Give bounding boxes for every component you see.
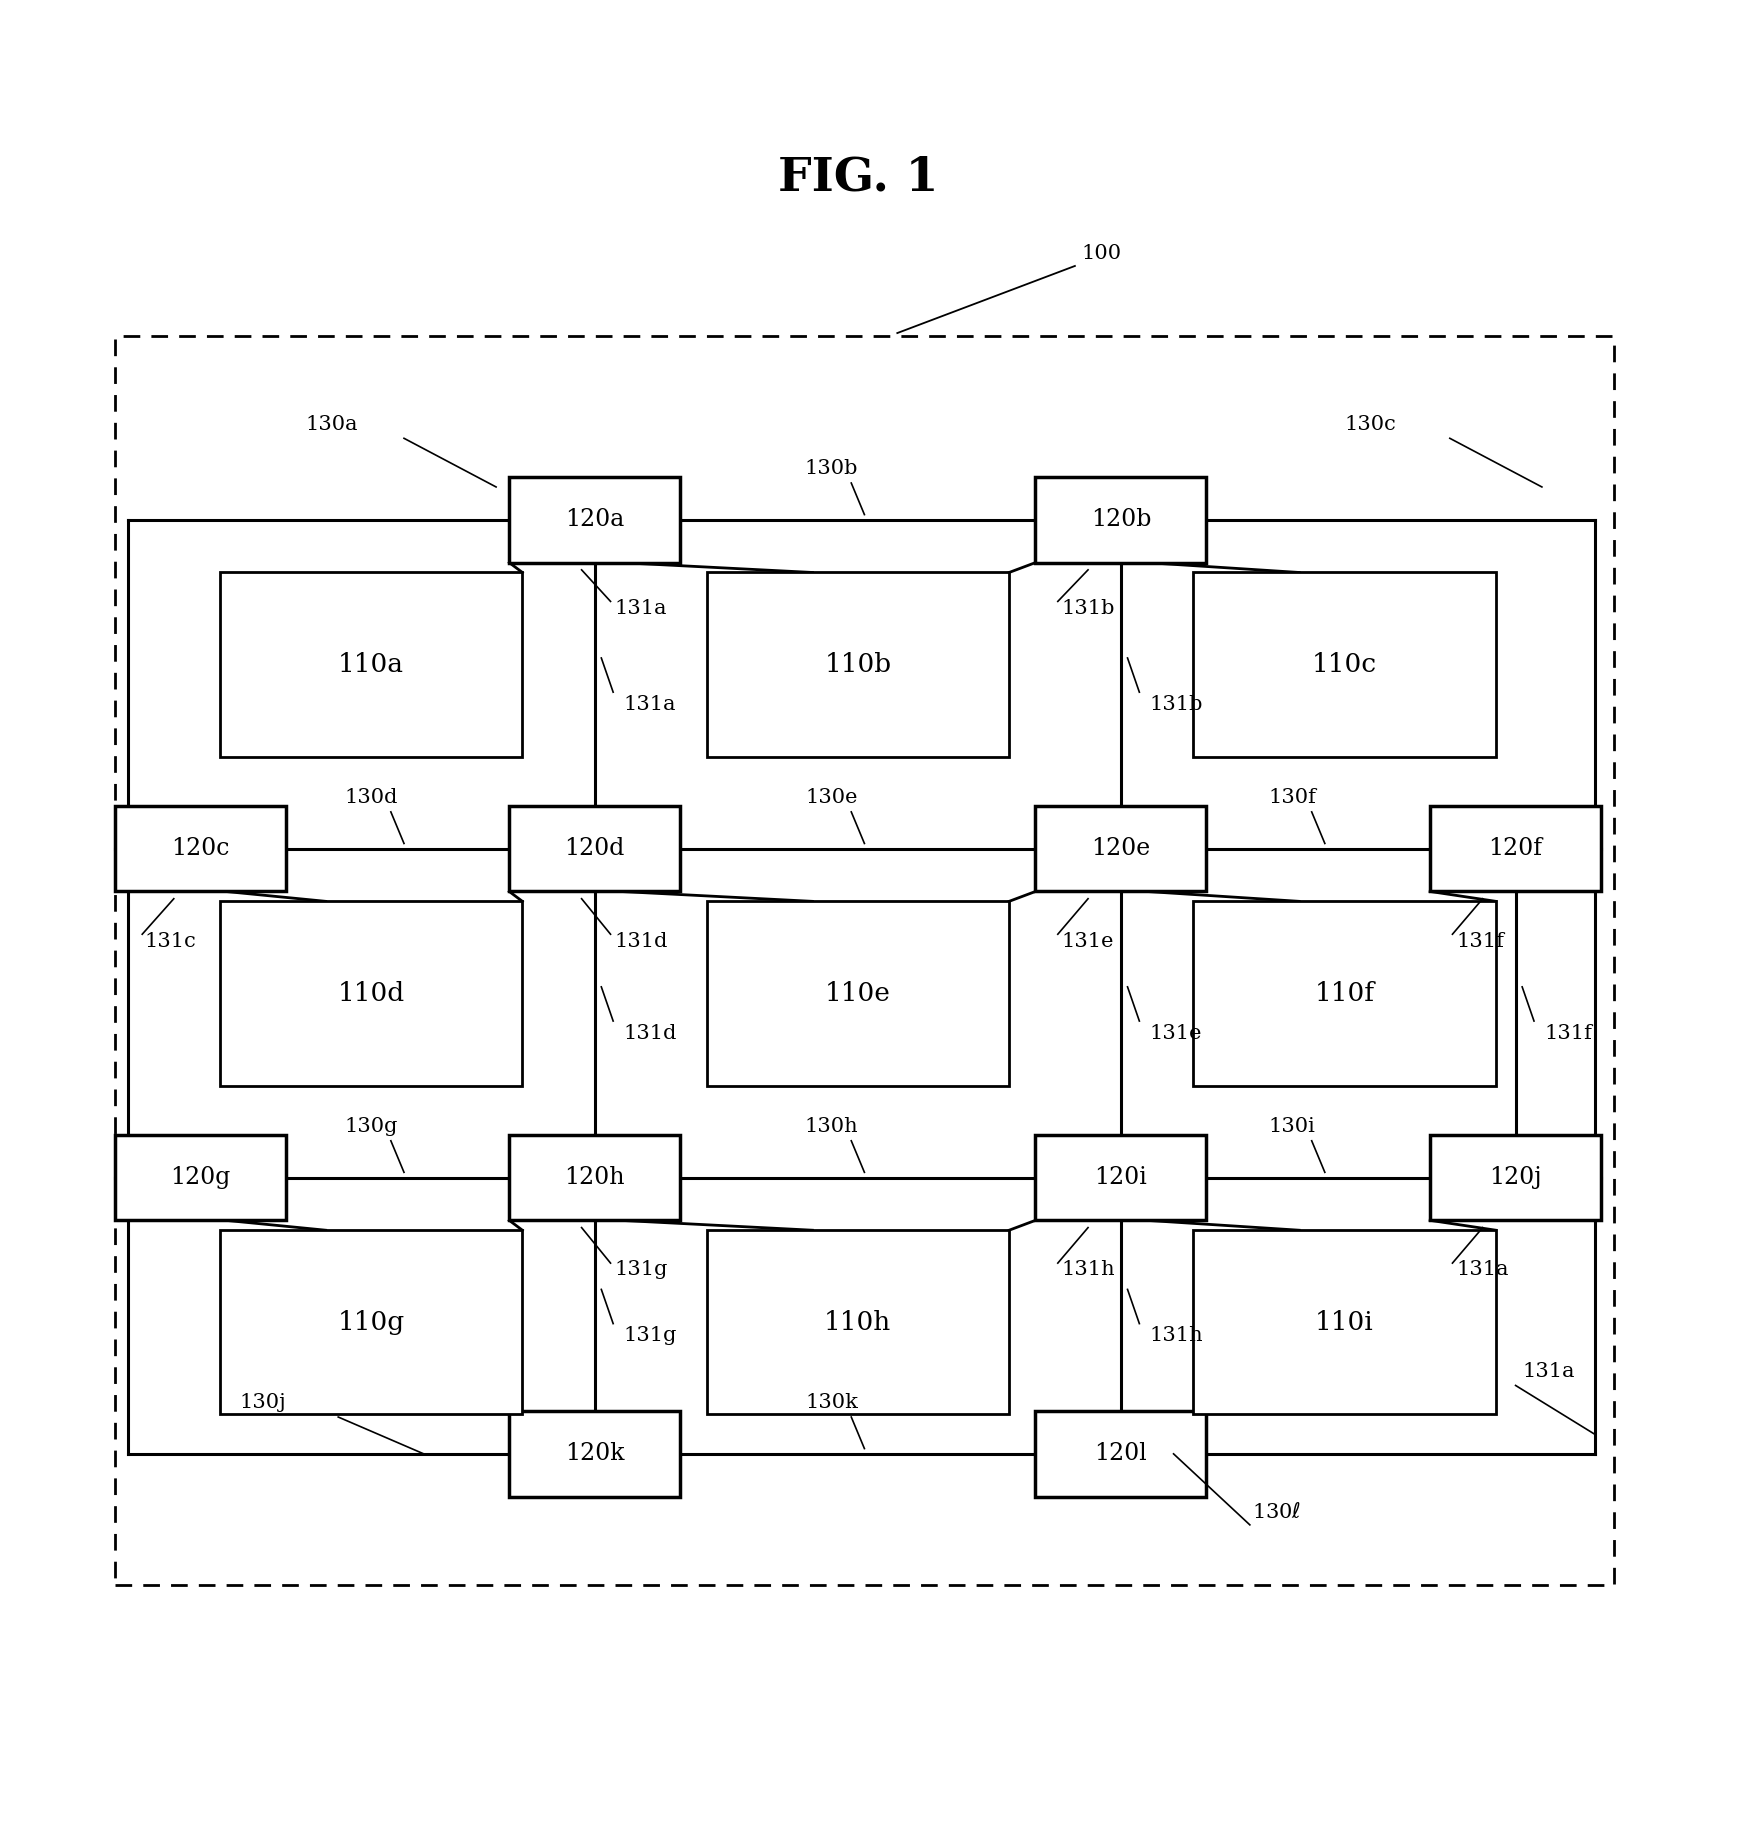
Bar xyxy=(115,337,1615,1586)
Text: 131g: 131g xyxy=(624,1326,678,1346)
Text: 131a: 131a xyxy=(1523,1363,1575,1381)
Text: 131f: 131f xyxy=(1456,931,1505,951)
Text: 131g: 131g xyxy=(615,1260,667,1280)
Text: 110h: 110h xyxy=(824,1310,892,1335)
Text: 120b: 120b xyxy=(1090,508,1151,532)
Bar xyxy=(1193,902,1496,1086)
Bar xyxy=(1035,477,1207,563)
Text: 131a: 131a xyxy=(1456,1260,1509,1280)
Text: FIG. 1: FIG. 1 xyxy=(777,155,939,201)
Bar xyxy=(219,902,523,1086)
Text: 120a: 120a xyxy=(564,508,624,532)
Text: 131e: 131e xyxy=(1061,931,1115,951)
Text: 131f: 131f xyxy=(1545,1024,1592,1043)
Text: 120l: 120l xyxy=(1094,1443,1148,1465)
Text: 110g: 110g xyxy=(338,1310,404,1335)
Text: 131b: 131b xyxy=(1061,598,1115,618)
Text: 120d: 120d xyxy=(564,838,625,860)
Text: 120i: 120i xyxy=(1094,1167,1148,1189)
Text: 131a: 131a xyxy=(615,598,667,618)
Bar xyxy=(707,1231,1009,1414)
Text: 110d: 110d xyxy=(338,980,404,1006)
Bar xyxy=(115,807,286,891)
Text: 120g: 120g xyxy=(171,1167,230,1189)
Text: 110i: 110i xyxy=(1315,1310,1374,1335)
Text: 120h: 120h xyxy=(564,1167,625,1189)
Bar xyxy=(1430,1134,1601,1220)
Bar xyxy=(509,1412,681,1496)
Bar xyxy=(509,807,681,891)
Text: 131a: 131a xyxy=(624,695,676,713)
Text: 130a: 130a xyxy=(305,415,357,433)
Text: 110f: 110f xyxy=(1315,980,1374,1006)
Bar xyxy=(1035,1134,1207,1220)
Text: 130f: 130f xyxy=(1268,788,1315,807)
Bar xyxy=(1035,1412,1207,1496)
Text: 130d: 130d xyxy=(345,788,397,807)
Text: 130h: 130h xyxy=(805,1116,859,1136)
Text: 130e: 130e xyxy=(805,788,857,807)
Bar xyxy=(1193,572,1496,757)
Text: 120f: 120f xyxy=(1489,838,1543,860)
Text: 131d: 131d xyxy=(615,931,667,951)
Text: 131b: 131b xyxy=(1150,695,1204,713)
Text: 120e: 120e xyxy=(1090,838,1150,860)
Text: 110b: 110b xyxy=(824,653,892,677)
Bar xyxy=(1193,1231,1496,1414)
Text: 120k: 120k xyxy=(564,1443,624,1465)
Text: 131h: 131h xyxy=(1061,1260,1115,1280)
Text: 131d: 131d xyxy=(624,1024,678,1043)
Text: 131h: 131h xyxy=(1150,1326,1204,1346)
Text: 130i: 130i xyxy=(1268,1116,1315,1136)
Bar xyxy=(219,572,523,757)
Text: 131c: 131c xyxy=(145,931,197,951)
Text: 110c: 110c xyxy=(1312,653,1378,677)
Bar xyxy=(509,1134,681,1220)
Text: 110a: 110a xyxy=(338,653,404,677)
Bar xyxy=(219,1231,523,1414)
Bar xyxy=(707,902,1009,1086)
Text: 130$\ell$: 130$\ell$ xyxy=(1252,1502,1301,1522)
Text: 130g: 130g xyxy=(345,1116,397,1136)
Text: 130c: 130c xyxy=(1345,415,1397,433)
Text: 130j: 130j xyxy=(240,1392,286,1412)
Text: 110e: 110e xyxy=(826,980,890,1006)
Bar xyxy=(1035,807,1207,891)
Text: 130b: 130b xyxy=(805,459,859,477)
Text: 131e: 131e xyxy=(1150,1024,1202,1043)
Text: 120j: 120j xyxy=(1489,1167,1542,1189)
Bar xyxy=(509,477,681,563)
Text: 120c: 120c xyxy=(171,838,230,860)
Bar xyxy=(1430,807,1601,891)
Text: 130k: 130k xyxy=(805,1392,859,1412)
Bar xyxy=(707,572,1009,757)
Text: 100: 100 xyxy=(1082,245,1122,263)
Bar xyxy=(115,1134,286,1220)
